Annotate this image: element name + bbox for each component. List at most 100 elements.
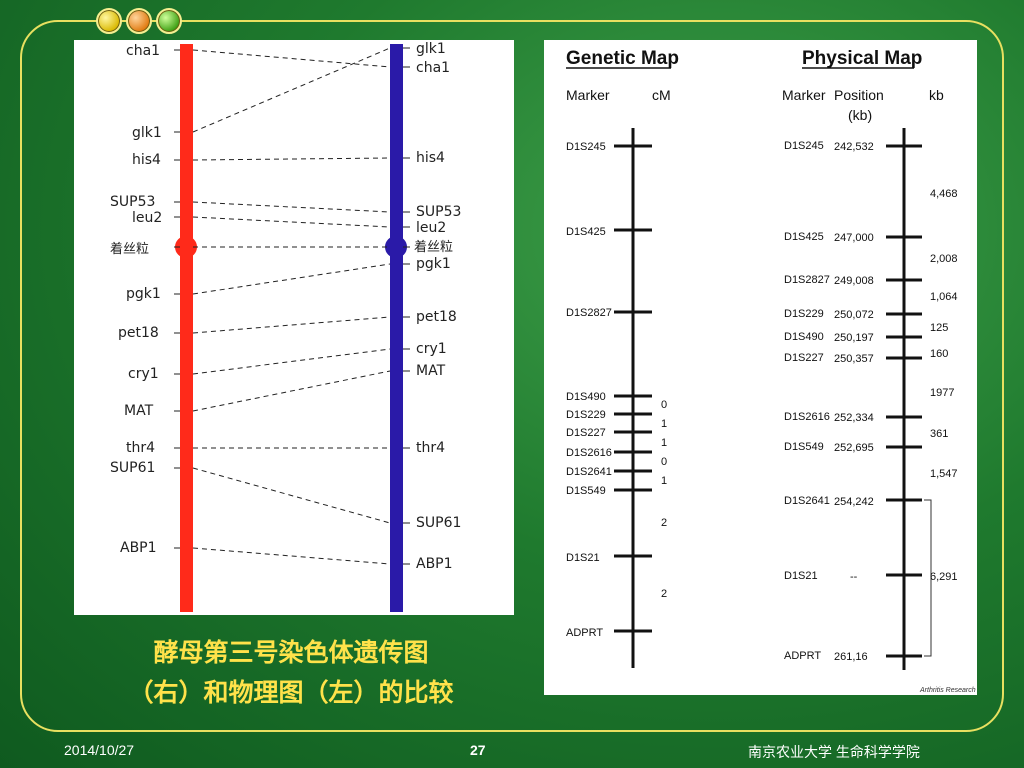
gm-marker: D1S490 bbox=[566, 391, 606, 403]
right-centromere bbox=[385, 236, 407, 258]
gm-marker: D1S245 bbox=[566, 141, 606, 153]
right-label: thr4 bbox=[416, 440, 445, 456]
connector-line bbox=[192, 201, 391, 213]
left-centromere bbox=[175, 236, 197, 258]
gm-col-marker: Marker bbox=[566, 87, 610, 103]
orange-dot-icon bbox=[126, 8, 152, 34]
pm-interval: 125 bbox=[930, 322, 948, 334]
pm-marker: D1S549 bbox=[784, 441, 824, 453]
pm-position: 252,334 bbox=[834, 412, 874, 424]
right-label: cha1 bbox=[416, 60, 450, 76]
left-label: glk1 bbox=[132, 125, 162, 141]
gp-map-svg: Genetic Map Physical Map Marker cM Marke… bbox=[566, 48, 976, 694]
left-label: cha1 bbox=[126, 43, 160, 59]
right-label: SUP61 bbox=[416, 515, 461, 531]
right-label: ABP1 bbox=[416, 556, 453, 572]
gm-marker: ADPRT bbox=[566, 627, 603, 639]
left-label: SUP53 bbox=[110, 194, 155, 210]
gm-marker: D1S2827 bbox=[566, 307, 612, 319]
connector-line bbox=[192, 348, 391, 375]
yellow-dot-icon bbox=[96, 8, 122, 34]
gm-distance: 1 bbox=[661, 418, 667, 430]
gm-distance: 0 bbox=[661, 399, 667, 411]
physical-map-title: Physical Map bbox=[802, 48, 922, 69]
caption-line-1: 酵母第三号染色体遗传图 bbox=[153, 638, 429, 667]
pm-position: 250,357 bbox=[834, 353, 874, 365]
pm-position: -- bbox=[850, 571, 858, 583]
right-label: MAT bbox=[416, 363, 446, 379]
pm-position: 242,532 bbox=[834, 141, 874, 153]
right-label: leu2 bbox=[416, 220, 446, 236]
pm-interval: 4,468 bbox=[930, 188, 958, 200]
genetic-map-title: Genetic Map bbox=[566, 48, 679, 69]
pm-marker: D1S227 bbox=[784, 352, 824, 364]
pm-interval: 1977 bbox=[930, 387, 954, 399]
connector-line bbox=[192, 157, 391, 161]
pm-interval: 160 bbox=[930, 348, 948, 360]
pm-col-kb: kb bbox=[929, 87, 944, 103]
left-label: ABP1 bbox=[120, 540, 157, 556]
pm-interval: 6,291 bbox=[930, 571, 958, 583]
bracket bbox=[924, 499, 932, 657]
left-label: pgk1 bbox=[126, 286, 161, 302]
caption-line-2: （右）和物理图（左）的比较 bbox=[128, 678, 454, 707]
right-label: pgk1 bbox=[416, 256, 451, 272]
genetic-physical-map-figure: Genetic Map Physical Map Marker cM Marke… bbox=[544, 40, 977, 695]
yeast-chromosome-diagram: cha1 glk1 his4 SUP53 leu2 着丝粒 pgk1 pet18… bbox=[74, 40, 514, 615]
gm-distance: 1 bbox=[661, 475, 667, 487]
connector-line bbox=[192, 467, 391, 524]
pm-position: 261,16 bbox=[834, 651, 868, 663]
pm-marker: D1S2641 bbox=[784, 495, 830, 507]
pm-marker: D1S425 bbox=[784, 231, 824, 243]
connector-line bbox=[192, 263, 391, 295]
pm-marker: D1S21 bbox=[784, 570, 818, 582]
left-label: pet18 bbox=[118, 325, 159, 341]
connector-line bbox=[192, 216, 391, 228]
pm-col-marker: Marker bbox=[782, 87, 826, 103]
pm-position: 250,072 bbox=[834, 309, 874, 321]
right-label: his4 bbox=[416, 150, 445, 166]
pm-marker: D1S2827 bbox=[784, 274, 830, 286]
gm-marker: D1S2641 bbox=[566, 466, 612, 478]
gm-distance: 0 bbox=[661, 456, 667, 468]
gm-distance: 1 bbox=[661, 437, 667, 449]
gm-marker: D1S21 bbox=[566, 552, 600, 564]
decor-dots bbox=[96, 8, 182, 34]
pm-interval: 1,064 bbox=[930, 291, 958, 303]
pm-marker: D1S229 bbox=[784, 308, 824, 320]
gm-marker: D1S229 bbox=[566, 409, 606, 421]
gm-distance: 2 bbox=[661, 588, 667, 600]
connector-line bbox=[192, 316, 391, 334]
left-label: his4 bbox=[132, 152, 161, 168]
pm-marker: D1S245 bbox=[784, 140, 824, 152]
left-label: cry1 bbox=[128, 366, 159, 382]
pm-position: 249,008 bbox=[834, 275, 874, 287]
right-label: glk1 bbox=[416, 41, 446, 57]
right-label: cry1 bbox=[416, 341, 447, 357]
pm-interval: 361 bbox=[930, 428, 948, 440]
gm-marker: D1S227 bbox=[566, 427, 606, 439]
gm-marker: D1S2616 bbox=[566, 447, 612, 459]
connector-line bbox=[192, 49, 391, 68]
pm-marker: D1S490 bbox=[784, 331, 824, 343]
left-label: MAT bbox=[124, 403, 154, 419]
left-label: SUP61 bbox=[110, 460, 155, 476]
gm-distance: 2 bbox=[661, 517, 667, 529]
footer-organization: 南京农业大学 生命科学学院 bbox=[748, 744, 920, 760]
slide-caption: 酵母第三号染色体遗传图 （右）和物理图（左）的比较 bbox=[66, 633, 516, 713]
slide-frame bbox=[20, 20, 1004, 732]
pm-position: 247,000 bbox=[834, 232, 874, 244]
gm-marker: D1S425 bbox=[566, 226, 606, 238]
left-chromosome-bar bbox=[180, 44, 193, 612]
pm-position: 252,695 bbox=[834, 442, 874, 454]
connector-line bbox=[192, 370, 391, 412]
yeast-map-svg: cha1 glk1 his4 SUP53 leu2 着丝粒 pgk1 pet18… bbox=[110, 41, 461, 612]
right-label: SUP53 bbox=[416, 204, 461, 220]
green-dot-icon bbox=[156, 8, 182, 34]
right-label: pet18 bbox=[416, 309, 457, 325]
left-label: leu2 bbox=[132, 210, 162, 226]
footer-date: 2014/10/27 bbox=[64, 742, 135, 758]
pm-interval: 1,547 bbox=[930, 468, 958, 480]
pm-position: 254,242 bbox=[834, 496, 874, 508]
footer-page-number: 27 bbox=[470, 742, 486, 758]
